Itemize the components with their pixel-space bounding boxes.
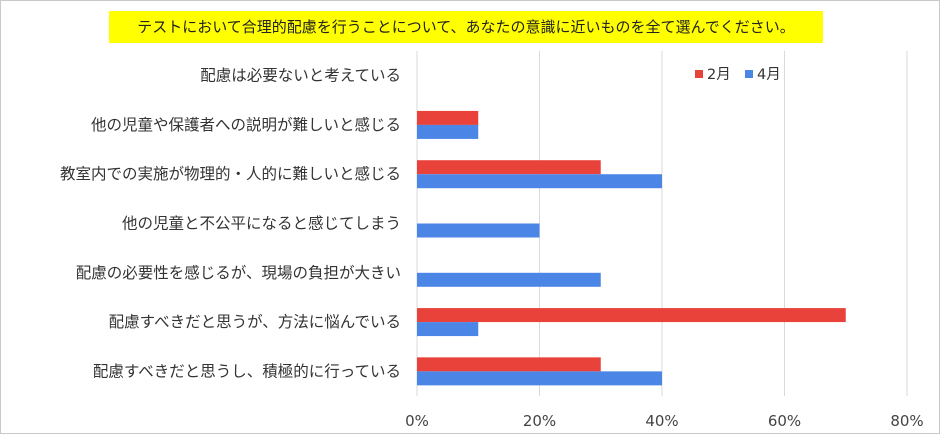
bar-apr bbox=[417, 371, 662, 386]
x-tick-label: 20% bbox=[523, 412, 556, 430]
x-tick-label: 40% bbox=[645, 412, 678, 430]
bar-feb bbox=[417, 110, 479, 125]
chart-title: テストにおいて合理的配慮を行うことについて、あなたの意識に近いものを全て選んでく… bbox=[109, 11, 823, 43]
bar-feb bbox=[417, 357, 601, 372]
legend-label: 2月 bbox=[707, 67, 731, 83]
legend-swatch bbox=[695, 70, 703, 78]
bar-apr bbox=[417, 272, 601, 287]
bar-apr bbox=[417, 174, 662, 189]
legend-label: 4月 bbox=[757, 67, 781, 83]
x-tick-label: 80% bbox=[890, 412, 923, 430]
bar-feb bbox=[417, 160, 601, 175]
x-tick-label: 0% bbox=[405, 412, 429, 430]
category-label: 配慮すべきだと思うが、方法に悩んでいる bbox=[109, 313, 401, 331]
category-label: 配慮の必要性を感じるが、現場の負担が大きい bbox=[76, 264, 401, 282]
bar-apr bbox=[417, 322, 479, 337]
category-label: 他の児童や保護者への説明が難しいと感じる bbox=[91, 115, 401, 134]
category-label: 配慮は必要ないと考えている bbox=[200, 67, 401, 85]
bar-apr bbox=[417, 124, 479, 139]
category-label: 教室内での実施が物理的・人的に難しいと感じる bbox=[60, 165, 401, 183]
bar-feb bbox=[417, 308, 846, 323]
bar-apr bbox=[417, 223, 540, 238]
legend-swatch bbox=[745, 70, 753, 78]
category-label: 配慮すべきだと思うし、積極的に行っている bbox=[93, 362, 401, 380]
category-label: 他の児童と不公平になると感じてしまう bbox=[122, 214, 401, 233]
x-tick-label: 60% bbox=[768, 412, 801, 430]
